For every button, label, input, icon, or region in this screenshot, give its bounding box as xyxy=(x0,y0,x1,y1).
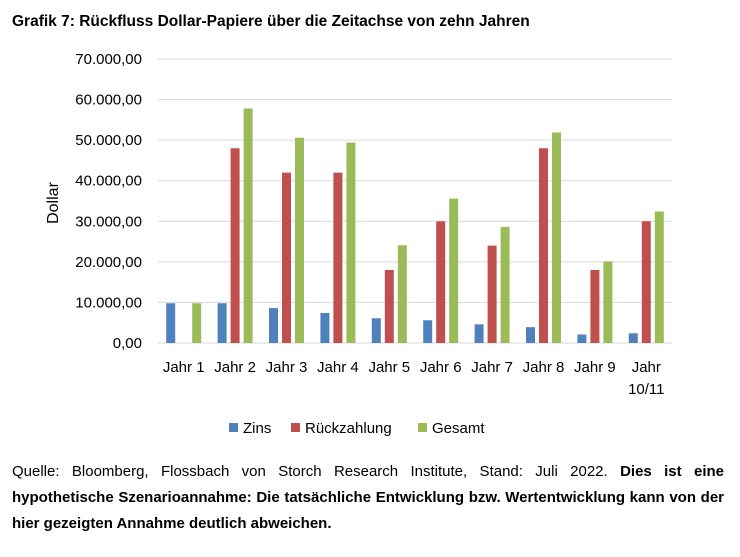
bar-zins xyxy=(320,312,330,343)
bar-r-ckzahlung xyxy=(641,221,651,343)
y-tick-label: 70.000,00 xyxy=(75,51,142,68)
bar-r-ckzahlung xyxy=(590,269,600,343)
bar-zins xyxy=(269,308,278,343)
bar-gesamt xyxy=(552,132,561,343)
bar-r-ckzahlung xyxy=(230,148,240,343)
bar-gesamt xyxy=(603,261,613,343)
x-tick-label: Jahr 5 xyxy=(368,359,410,376)
y-tick-label: 30.000,00 xyxy=(75,213,142,230)
grid-lines xyxy=(158,58,672,344)
bar-zins xyxy=(526,327,535,343)
y-axis-label: Dollar xyxy=(45,181,62,223)
y-tick-label: 10.000,00 xyxy=(75,294,142,311)
bar-gesamt xyxy=(243,108,253,343)
bar-gesamt xyxy=(192,303,202,343)
y-tick-label: 60.000,00 xyxy=(75,92,142,109)
bar-r-ckzahlung xyxy=(539,148,548,343)
x-tick-label: Jahr 6 xyxy=(420,359,462,376)
x-tick-label: Jahr 7 xyxy=(471,359,513,376)
legend-label: Rückzahlung xyxy=(305,420,392,437)
bar-gesamt xyxy=(346,142,356,343)
legend-swatch xyxy=(418,423,427,432)
bar-zins xyxy=(628,333,638,343)
bar-gesamt xyxy=(449,198,459,343)
source-note: Quelle: Bloomberg, Flossbach von Storch … xyxy=(12,459,724,537)
bar-zins xyxy=(423,320,433,343)
bar-gesamt xyxy=(397,245,407,343)
bar-gesamt xyxy=(500,226,510,343)
legend-item-r-ckzahlung: Rückzahlung xyxy=(291,420,392,437)
bar-gesamt xyxy=(295,137,304,343)
x-tick-label: Jahr 10/11 xyxy=(628,359,664,398)
legend-swatch xyxy=(291,423,300,432)
bar-r-ckzahlung xyxy=(384,269,394,343)
x-tick-label: Jahr 8 xyxy=(523,359,565,376)
legend-item-zins: Zins xyxy=(229,420,271,437)
bar-r-ckzahlung xyxy=(333,172,343,343)
disclaimer-text: Dies ist eine hypothetische Szenarioanna… xyxy=(12,463,725,532)
legend: Zins Rückzahlung Gesamt xyxy=(229,420,485,437)
bars xyxy=(166,108,664,343)
bar-zins xyxy=(577,334,587,343)
legend-swatch xyxy=(229,423,238,432)
source-text: Quelle: Bloomberg, Flossbach von Storch … xyxy=(12,463,608,480)
legend-label: Gesamt xyxy=(432,420,485,437)
chart-title: Grafik 7: Rückfluss Dollar-Papiere über … xyxy=(12,13,530,30)
legend-item-gesamt: Gesamt xyxy=(418,420,485,437)
bar-zins xyxy=(166,303,176,343)
bar-zins xyxy=(217,303,227,343)
bar-r-ckzahlung xyxy=(436,221,446,343)
y-tick-label: 40.000,00 xyxy=(75,173,142,190)
bar-zins xyxy=(371,318,381,343)
y-tick-label: 0,00 xyxy=(113,335,142,352)
bar-r-ckzahlung xyxy=(282,172,291,343)
bar-zins xyxy=(474,324,484,343)
y-axis-ticks: 0,00 10.000,00 20.000,00 30.000,00 40.000,00… xyxy=(75,51,142,352)
bar-r-ckzahlung xyxy=(487,245,497,343)
x-tick-label: Jahr 3 xyxy=(266,359,308,376)
bar-chart: 0,00 10.000,00 20.000,00 30.000,00 40.000,00… xyxy=(45,51,672,437)
x-tick-label: Jahr 9 xyxy=(574,359,616,376)
y-tick-label: 20.000,00 xyxy=(75,254,142,271)
x-tick-label: Jahr 1 xyxy=(163,359,205,376)
bar-gesamt xyxy=(654,211,664,343)
x-tick-label: Jahr 4 xyxy=(317,359,359,376)
legend-label: Zins xyxy=(243,420,271,437)
y-tick-label: 50.000,00 xyxy=(75,132,142,149)
x-tick-label: Jahr 2 xyxy=(214,359,256,376)
x-axis-ticks: Jahr 1 Jahr 2 Jahr 3 Jahr 4 Jahr 5 Jahr 6 Jahr… xyxy=(163,359,665,398)
